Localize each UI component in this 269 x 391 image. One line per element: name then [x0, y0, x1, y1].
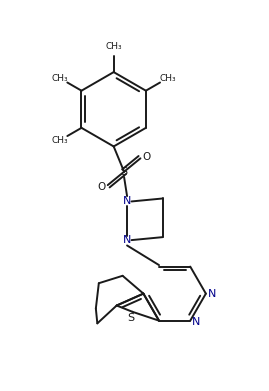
- Text: CH₃: CH₃: [160, 74, 176, 83]
- Text: CH₃: CH₃: [51, 136, 68, 145]
- Text: N: N: [208, 289, 216, 299]
- Text: N: N: [192, 317, 200, 327]
- Text: CH₃: CH₃: [51, 74, 68, 83]
- Text: S: S: [121, 167, 128, 177]
- Text: N: N: [123, 235, 131, 245]
- Text: S: S: [127, 313, 134, 323]
- Text: O: O: [142, 152, 151, 162]
- Text: CH₃: CH₃: [105, 42, 122, 51]
- Text: O: O: [98, 181, 106, 192]
- Text: N: N: [123, 196, 131, 206]
